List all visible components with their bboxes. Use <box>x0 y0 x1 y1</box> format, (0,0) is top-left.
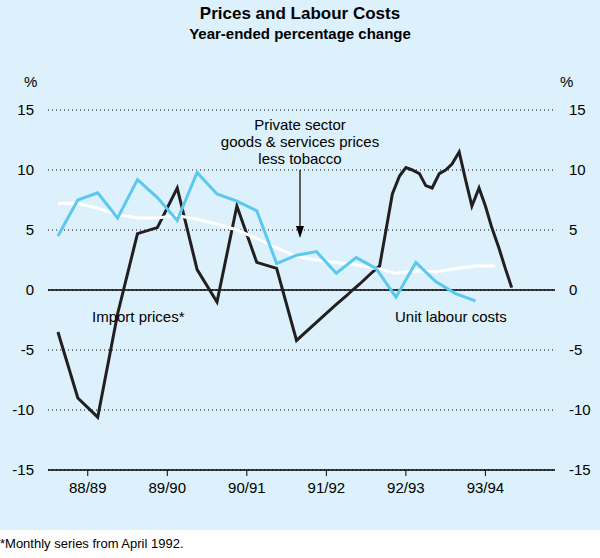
svg-text:5: 5 <box>26 221 34 238</box>
svg-text:10: 10 <box>17 161 34 178</box>
svg-text:-10: -10 <box>12 401 34 418</box>
svg-text:0: 0 <box>26 281 34 298</box>
html-text:Prices and Labour Costs: Prices and Labour Costs <box>199 4 401 23</box>
svg-text:10: 10 <box>569 161 586 178</box>
svg-text:88/89: 88/89 <box>69 479 107 496</box>
svg-text:15: 15 <box>569 101 586 118</box>
svg-text:91/92: 91/92 <box>308 479 346 496</box>
svg-text:15: 15 <box>17 101 34 118</box>
html-text:Import prices*: Import prices* <box>92 308 185 325</box>
svg-text:0: 0 <box>569 281 577 298</box>
svg-text:-15: -15 <box>569 461 591 478</box>
html-text:Private sector goods & service: Private sector goods & services prices l… <box>220 116 380 167</box>
svg-text:89/90: 89/90 <box>149 479 187 496</box>
html-text:Unit labour costs: Unit labour costs <box>395 308 507 325</box>
svg-text:-10: -10 <box>569 401 591 418</box>
svg-text:-5: -5 <box>21 341 34 358</box>
svg-text:93/94: 93/94 <box>467 479 505 496</box>
svg-text:-5: -5 <box>569 341 582 358</box>
html-text:Year-ended percentage change: Year-ended percentage change <box>189 25 411 42</box>
svg-text:92/93: 92/93 <box>387 479 425 496</box>
svg-text:-15: -15 <box>12 461 34 478</box>
html-text:*Monthly series from April 199: *Monthly series from April 1992. <box>0 536 184 551</box>
svg-text:5: 5 <box>569 221 577 238</box>
svg-text:90/91: 90/91 <box>228 479 266 496</box>
